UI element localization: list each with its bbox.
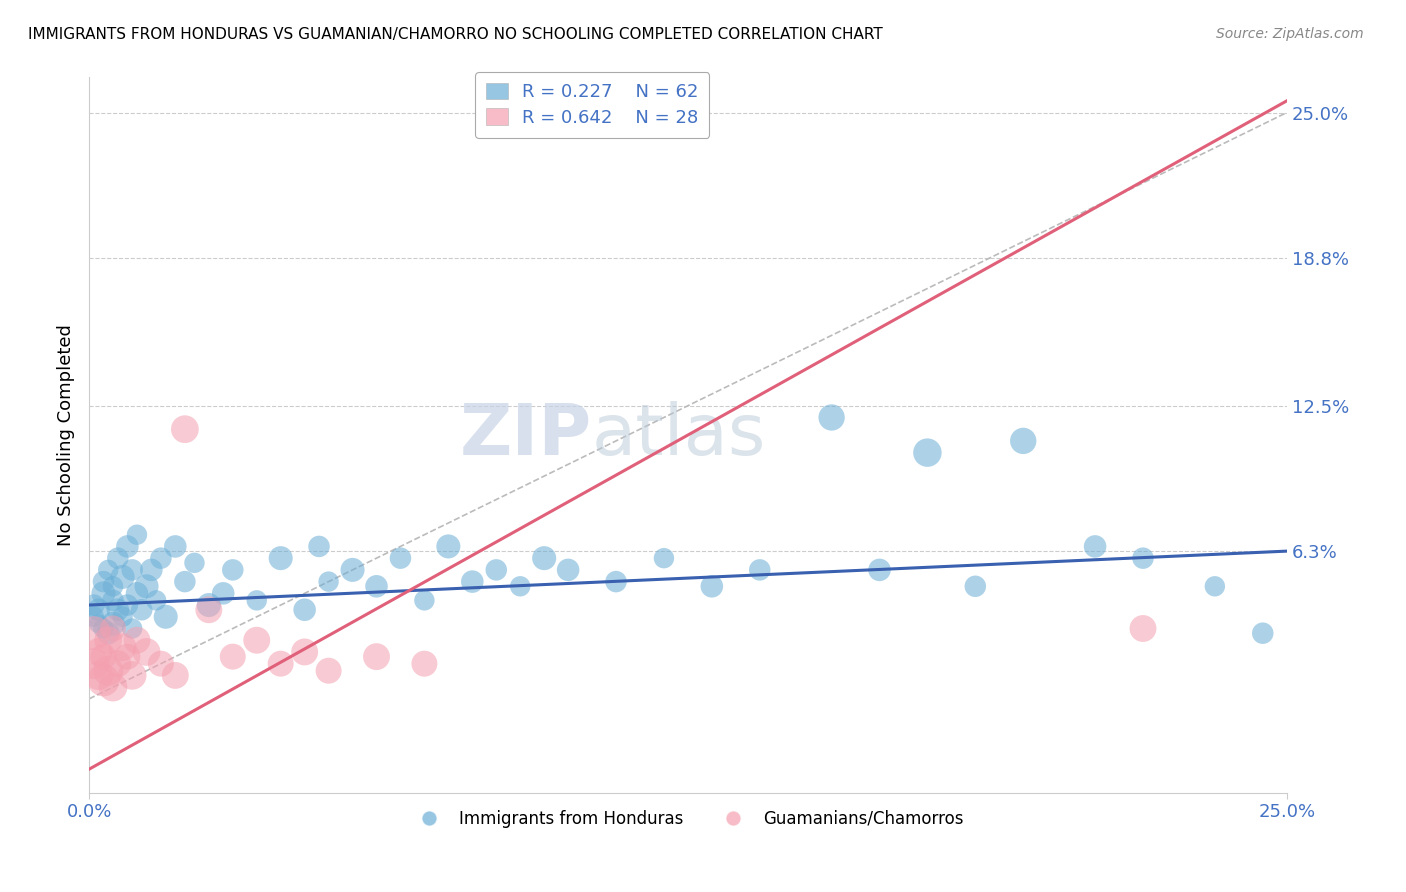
Point bbox=[557, 563, 579, 577]
Point bbox=[101, 579, 124, 593]
Point bbox=[605, 574, 627, 589]
Legend: Immigrants from Honduras, Guamanians/Chamorros: Immigrants from Honduras, Guamanians/Cha… bbox=[405, 803, 970, 834]
Point bbox=[135, 645, 157, 659]
Point bbox=[87, 645, 110, 659]
Text: atlas: atlas bbox=[592, 401, 766, 469]
Point bbox=[308, 540, 330, 554]
Point bbox=[917, 445, 939, 459]
Point bbox=[117, 598, 139, 612]
Point bbox=[107, 657, 129, 671]
Point bbox=[183, 556, 205, 570]
Point bbox=[97, 633, 120, 648]
Point bbox=[97, 664, 120, 678]
Point bbox=[145, 593, 167, 607]
Point bbox=[437, 540, 460, 554]
Point bbox=[1012, 434, 1035, 448]
Point bbox=[101, 622, 124, 636]
Point bbox=[131, 603, 153, 617]
Point bbox=[87, 603, 110, 617]
Y-axis label: No Schooling Completed: No Schooling Completed bbox=[58, 324, 75, 546]
Point bbox=[101, 593, 124, 607]
Text: ZIP: ZIP bbox=[460, 401, 592, 469]
Point bbox=[135, 579, 157, 593]
Point bbox=[165, 668, 187, 682]
Point bbox=[366, 649, 388, 664]
Point bbox=[389, 551, 412, 566]
Point bbox=[413, 657, 436, 671]
Point bbox=[509, 579, 531, 593]
Point bbox=[294, 645, 316, 659]
Point bbox=[318, 574, 340, 589]
Point bbox=[107, 603, 129, 617]
Point bbox=[93, 574, 115, 589]
Point bbox=[318, 664, 340, 678]
Point bbox=[294, 603, 316, 617]
Point bbox=[125, 633, 148, 648]
Point bbox=[149, 551, 172, 566]
Point bbox=[366, 579, 388, 593]
Point bbox=[111, 640, 134, 655]
Point bbox=[93, 649, 115, 664]
Point bbox=[97, 563, 120, 577]
Point bbox=[869, 563, 891, 577]
Point bbox=[107, 551, 129, 566]
Point bbox=[246, 593, 269, 607]
Point bbox=[149, 657, 172, 671]
Point bbox=[87, 668, 110, 682]
Point bbox=[700, 579, 723, 593]
Point bbox=[125, 527, 148, 541]
Point bbox=[83, 609, 105, 624]
Point bbox=[1084, 540, 1107, 554]
Point bbox=[485, 563, 508, 577]
Point bbox=[101, 680, 124, 694]
Point bbox=[173, 574, 195, 589]
Point bbox=[1251, 626, 1274, 640]
Point bbox=[652, 551, 675, 566]
Point bbox=[97, 626, 120, 640]
Point bbox=[141, 563, 163, 577]
Point bbox=[1132, 622, 1154, 636]
Point bbox=[165, 540, 187, 554]
Point bbox=[111, 570, 134, 584]
Point bbox=[461, 574, 484, 589]
Point bbox=[270, 551, 292, 566]
Point bbox=[342, 563, 364, 577]
Point bbox=[121, 622, 143, 636]
Point bbox=[83, 657, 105, 671]
Point bbox=[121, 668, 143, 682]
Point bbox=[101, 616, 124, 631]
Point bbox=[222, 649, 245, 664]
Point bbox=[87, 616, 110, 631]
Point bbox=[125, 586, 148, 600]
Point bbox=[1204, 579, 1226, 593]
Point bbox=[83, 598, 105, 612]
Text: IMMIGRANTS FROM HONDURAS VS GUAMANIAN/CHAMORRO NO SCHOOLING COMPLETED CORRELATIO: IMMIGRANTS FROM HONDURAS VS GUAMANIAN/CH… bbox=[28, 27, 883, 42]
Point bbox=[270, 657, 292, 671]
Point bbox=[155, 609, 177, 624]
Point bbox=[198, 603, 221, 617]
Point bbox=[198, 598, 221, 612]
Point bbox=[222, 563, 245, 577]
Point bbox=[965, 579, 987, 593]
Point bbox=[1132, 551, 1154, 566]
Point bbox=[820, 410, 842, 425]
Point bbox=[117, 540, 139, 554]
Point bbox=[246, 633, 269, 648]
Point bbox=[121, 563, 143, 577]
Point bbox=[117, 649, 139, 664]
Point bbox=[413, 593, 436, 607]
Point bbox=[93, 673, 115, 687]
Text: Source: ZipAtlas.com: Source: ZipAtlas.com bbox=[1216, 27, 1364, 41]
Point bbox=[93, 622, 115, 636]
Point bbox=[748, 563, 770, 577]
Point bbox=[533, 551, 555, 566]
Point bbox=[212, 586, 235, 600]
Point bbox=[111, 609, 134, 624]
Point bbox=[83, 626, 105, 640]
Point bbox=[173, 422, 195, 436]
Point bbox=[93, 586, 115, 600]
